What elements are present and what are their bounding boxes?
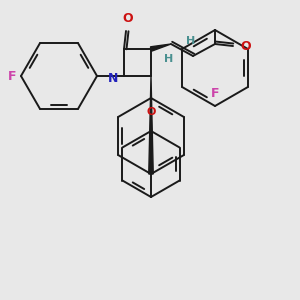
- Text: H: H: [164, 54, 174, 64]
- Polygon shape: [151, 44, 171, 51]
- Polygon shape: [149, 76, 153, 174]
- Text: N: N: [108, 71, 118, 85]
- Text: O: O: [146, 107, 156, 117]
- Text: F: F: [8, 70, 16, 83]
- Text: O: O: [240, 40, 250, 52]
- Text: O: O: [123, 12, 133, 25]
- Text: F: F: [211, 87, 219, 100]
- Text: H: H: [186, 36, 196, 46]
